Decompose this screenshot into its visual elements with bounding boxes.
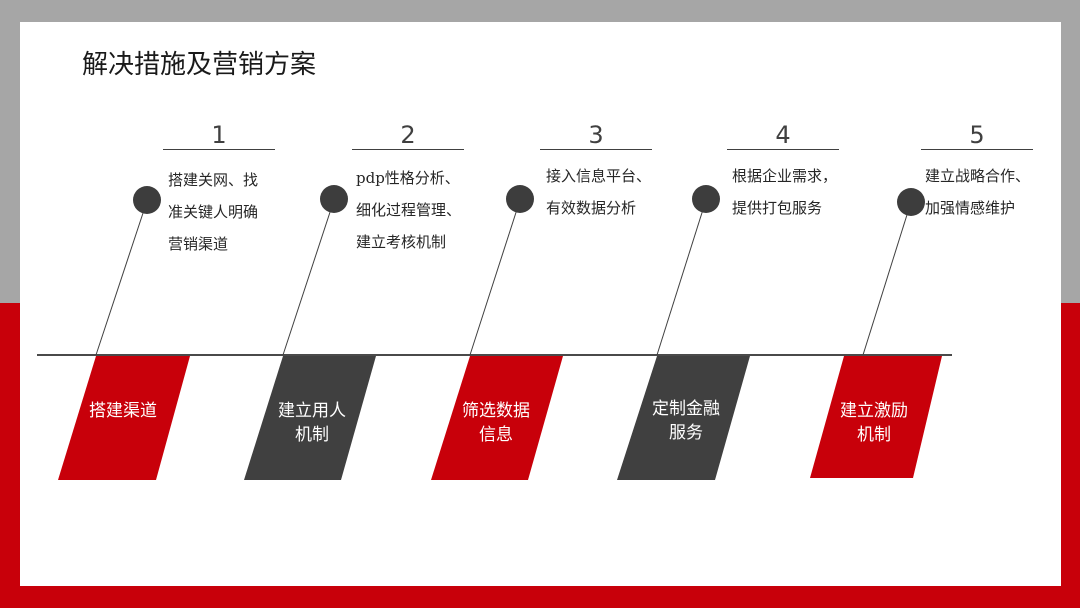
step-2-dot: [320, 185, 348, 213]
connector-line-2: [282, 199, 335, 356]
step-rule: [163, 149, 275, 150]
step-number: 2: [400, 121, 416, 149]
step-3-description: 接入信息平台、 有效数据分析: [546, 167, 652, 217]
step-1-description: 搭建关网、找 准关键人明确 营销渠道: [168, 171, 259, 253]
step-3-header: 3: [540, 121, 652, 150]
step-1-dot: [133, 186, 161, 214]
flag-2-label: 建立用人 机制: [278, 401, 346, 445]
flag-shape-3: [431, 356, 563, 480]
step-number: 3: [588, 121, 604, 149]
flag-4-label: 定制金融 服务: [652, 399, 720, 443]
step-5-dot: [897, 188, 925, 216]
step-rule: [727, 149, 839, 150]
step-3-dot: [506, 185, 534, 213]
step-rule: [540, 149, 652, 150]
step-2-description: pdp性格分析、 细化过程管理、 建立考核机制: [356, 169, 462, 251]
step-4-dot: [692, 185, 720, 213]
flag-1-label: 搭建渠道: [89, 401, 157, 421]
step-2-header: 2: [352, 121, 464, 150]
step-rule: [352, 149, 464, 150]
connector-line-1: [95, 200, 148, 356]
flag-shape-5: [810, 356, 942, 478]
connector-line-5: [862, 201, 912, 356]
flag-5-label: 建立激励 机制: [840, 401, 908, 445]
step-number: 4: [775, 121, 791, 149]
connector-line-3: [469, 199, 521, 356]
step-number: 5: [969, 121, 985, 149]
connector-line-4: [656, 199, 707, 356]
flag-3-label: 筛选数据 信息: [462, 401, 530, 445]
step-4-header: 4: [727, 121, 839, 150]
slide-card: [20, 22, 1061, 586]
step-5-description: 建立战略合作、 加强情感维护: [925, 167, 1031, 217]
flag-shape-2: [244, 356, 376, 480]
flag-shape-4: [617, 356, 750, 480]
step-5-header: 5: [921, 121, 1033, 150]
step-4-description: 根据企业需求， 提供打包服务: [732, 167, 838, 217]
slide-title: 解决措施及营销方案: [82, 50, 317, 80]
step-1-header: 1: [163, 121, 275, 150]
step-rule: [921, 149, 1033, 150]
flag-shape-1: [58, 356, 190, 480]
step-number: 1: [211, 121, 227, 149]
